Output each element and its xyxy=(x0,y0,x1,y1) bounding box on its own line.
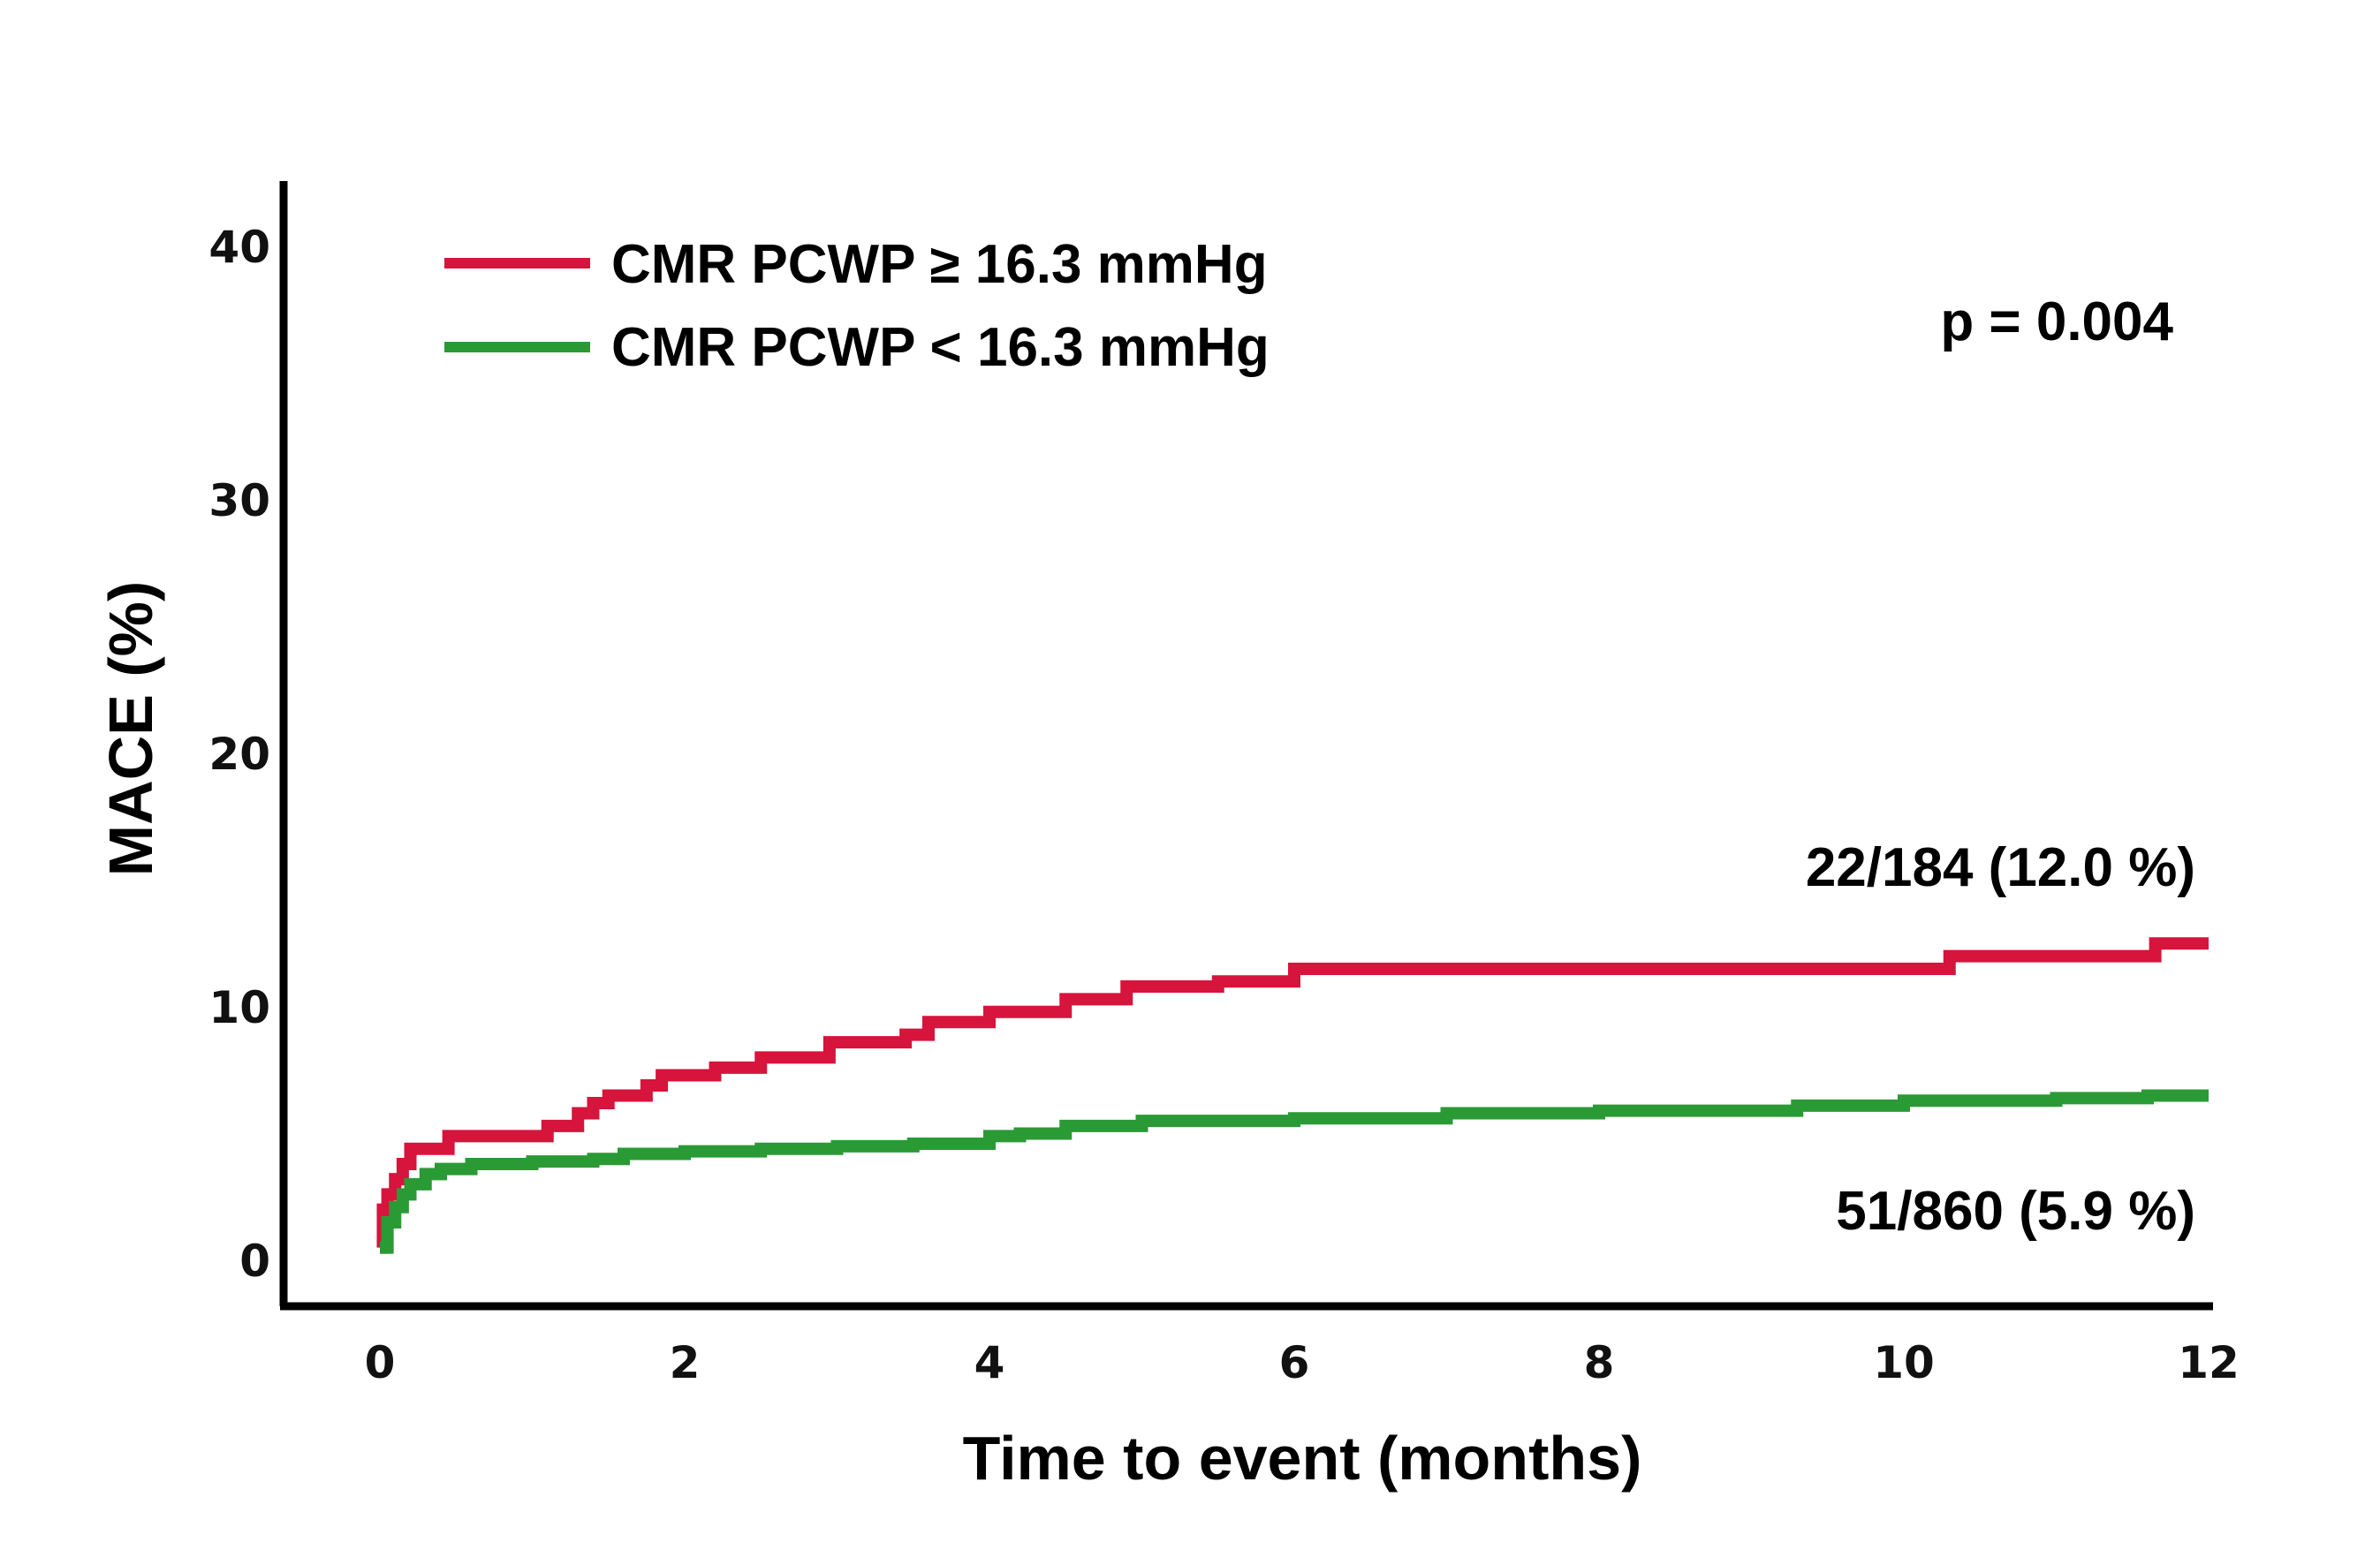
y-tick-label: 0 xyxy=(239,1236,270,1287)
series-line-low xyxy=(380,1089,2209,1254)
series-layer xyxy=(376,937,2209,1254)
legend-label-high: CMR PCWP ≥ 16.3 mmHg xyxy=(611,234,1268,295)
y-tick-label: 20 xyxy=(208,729,270,780)
y-tick-labels: 0 10 20 30 40 xyxy=(208,222,270,1287)
x-tick-label: 8 xyxy=(1584,1337,1615,1388)
legend-label-low: CMR PCWP < 16.3 mmHg xyxy=(611,317,1270,378)
legend: CMR PCWP ≥ 16.3 mmHg CMR PCWP < 16.3 mmH… xyxy=(444,234,1270,378)
low-group-count-label: 51/860 (5.9 %) xyxy=(1836,1181,2195,1242)
y-tick-label: 10 xyxy=(208,982,270,1033)
x-tick-label: 12 xyxy=(2178,1337,2240,1388)
x-tick-label: 4 xyxy=(974,1337,1005,1388)
y-axis-title: MACE (%) xyxy=(96,581,165,876)
x-tick-label: 6 xyxy=(1279,1337,1310,1388)
x-axis-title: Time to event (months) xyxy=(963,1424,1642,1493)
p-value-label: p = 0.004 xyxy=(1940,291,2173,352)
series-line-high xyxy=(376,937,2209,1254)
high-group-count-label: 22/184 (12.0 %) xyxy=(1806,837,2195,898)
x-tick-label: 0 xyxy=(365,1337,396,1388)
x-tick-label: 2 xyxy=(670,1337,701,1388)
x-tick-labels: 0 2 4 6 8 10 12 xyxy=(365,1337,2240,1388)
x-tick-label: 10 xyxy=(1873,1337,1935,1388)
y-tick-label: 30 xyxy=(208,475,270,526)
y-tick-label: 40 xyxy=(208,222,270,273)
